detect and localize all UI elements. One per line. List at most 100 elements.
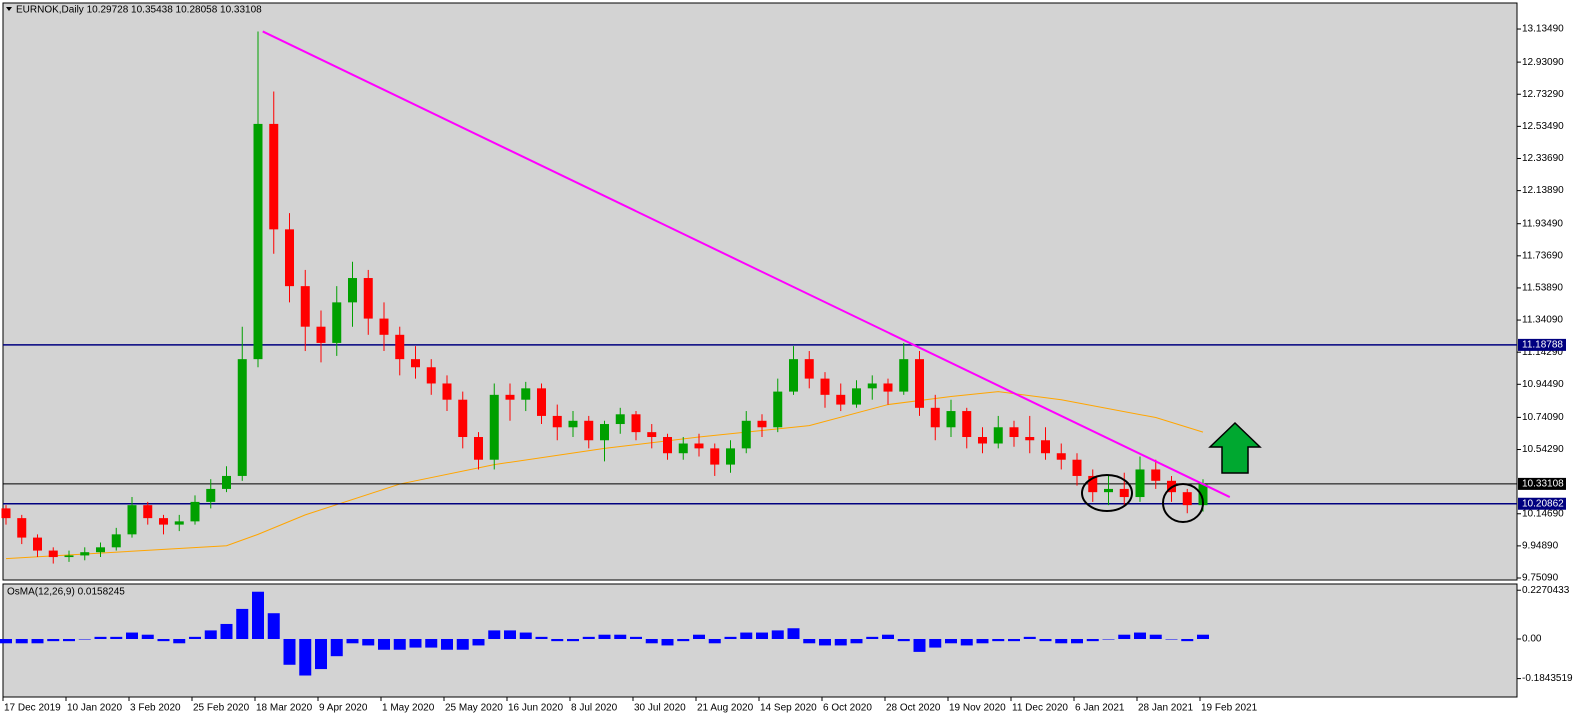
x-tick-label: 10 Jan 2020	[67, 703, 122, 714]
osma-bar	[976, 638, 989, 644]
candle-body	[930, 407, 940, 428]
x-tick-label: 9 Apr 2020	[319, 703, 368, 714]
menu-triangle	[6, 7, 12, 11]
osma-bar	[787, 628, 800, 639]
candle-body	[96, 547, 105, 553]
candle-body	[962, 411, 972, 438]
y-tick-label: 12.53490	[1522, 121, 1564, 132]
osma-bar	[913, 638, 926, 652]
osma-bar	[441, 638, 453, 650]
osma-bar	[141, 634, 154, 639]
osma-bar	[803, 638, 816, 644]
candle-body	[521, 388, 531, 400]
osma-bar	[362, 638, 375, 646]
candle-body	[694, 443, 704, 449]
x-tick-label: 19 Nov 2020	[949, 703, 1006, 714]
osma-bar	[15, 638, 28, 644]
y-tick-label: 12.13890	[1522, 185, 1564, 196]
candle-body	[395, 334, 405, 360]
candle-body	[206, 488, 216, 502]
candle-body	[820, 378, 830, 395]
candle-body	[1025, 437, 1035, 441]
osma-bar	[299, 638, 312, 676]
osma-bar	[78, 638, 91, 640]
osma-bar	[110, 636, 123, 639]
x-tick-label: 11 Dec 2020	[1012, 703, 1068, 714]
osma-bar	[724, 636, 737, 639]
candle-body	[915, 359, 924, 408]
y-tick-label: 11.73690	[1522, 250, 1563, 261]
osma-bar	[756, 632, 768, 639]
osma-bar	[126, 632, 138, 639]
candle-body	[348, 278, 357, 303]
candle-body	[48, 550, 58, 558]
candle-body	[773, 391, 783, 428]
indicator-panel	[2, 583, 1518, 698]
osma-bar	[882, 634, 894, 639]
osma-bar	[283, 638, 296, 665]
candle-body	[1119, 488, 1129, 498]
x-tick-label: 1 May 2020	[382, 703, 435, 714]
osma-bar	[897, 638, 910, 642]
osma-bar	[1181, 638, 1194, 642]
up-arrow	[1208, 421, 1262, 474]
x-tick-label: 8 Jul 2020	[571, 703, 618, 714]
osma-bar	[0, 638, 12, 644]
candle-body	[600, 424, 609, 441]
candle-body	[631, 414, 641, 433]
candle-body	[1135, 469, 1145, 498]
osma-bar	[472, 638, 485, 646]
candle-body	[867, 383, 877, 389]
candle-body	[426, 367, 436, 384]
y-tick-label: 11.53890	[1522, 283, 1563, 294]
osma-bar	[1118, 634, 1131, 639]
x-tick-label: 25 May 2020	[445, 703, 503, 714]
candle-body	[1182, 492, 1192, 506]
x-tick-label: 28 Jan 2021	[1138, 703, 1193, 714]
osma-bar	[1149, 634, 1162, 639]
plot-layer	[0, 30, 1517, 676]
y-tick-label: 12.93090	[1522, 57, 1564, 68]
osma-bar	[425, 638, 438, 648]
y-tick-label: 12.33690	[1522, 153, 1564, 164]
y-tick-label: 12.73290	[1522, 89, 1564, 100]
candle-body	[789, 359, 798, 392]
y-tick-label: -0.1843519	[1522, 673, 1573, 684]
y-tick-label: 9.94890	[1522, 541, 1559, 552]
candle-body	[237, 359, 247, 476]
candle-body	[442, 383, 452, 400]
x-tick-label: 17 Dec 2019	[4, 703, 61, 714]
osma-bar	[346, 638, 359, 644]
trendline	[262, 30, 1231, 498]
x-tick-label: 19 Feb 2021	[1201, 703, 1258, 714]
candle-body	[80, 552, 90, 556]
candle-body	[1198, 484, 1208, 506]
osma-bar	[1008, 638, 1020, 642]
osma-bar	[267, 613, 280, 639]
x-tick-label: 18 Mar 2020	[256, 703, 313, 714]
candle-body	[1151, 469, 1161, 481]
osma-bar	[850, 638, 863, 644]
osma-bar	[1023, 636, 1036, 639]
candle-body	[127, 505, 137, 535]
osma-bar	[740, 632, 753, 639]
osma-bar	[173, 638, 186, 644]
osma-bar	[456, 638, 469, 650]
x-tick-label: 6 Oct 2020	[823, 703, 872, 714]
candle-body	[269, 123, 279, 230]
osma-bar	[409, 638, 422, 648]
level-label: 11.18788	[1522, 340, 1563, 351]
osma-bar	[598, 634, 611, 639]
osma-bar	[63, 638, 75, 642]
candle-body	[111, 534, 121, 548]
osma-bar	[31, 638, 44, 644]
osma-bar	[204, 630, 217, 639]
candle-body	[946, 411, 956, 428]
osma-bar	[693, 634, 705, 639]
level-label: 10.20862	[1522, 498, 1564, 509]
candle-body	[568, 420, 578, 428]
highlight-circle	[1081, 474, 1133, 512]
candle-body	[1009, 427, 1019, 438]
y-tick-label: 11.34090	[1522, 315, 1563, 326]
candle-body	[174, 521, 184, 525]
